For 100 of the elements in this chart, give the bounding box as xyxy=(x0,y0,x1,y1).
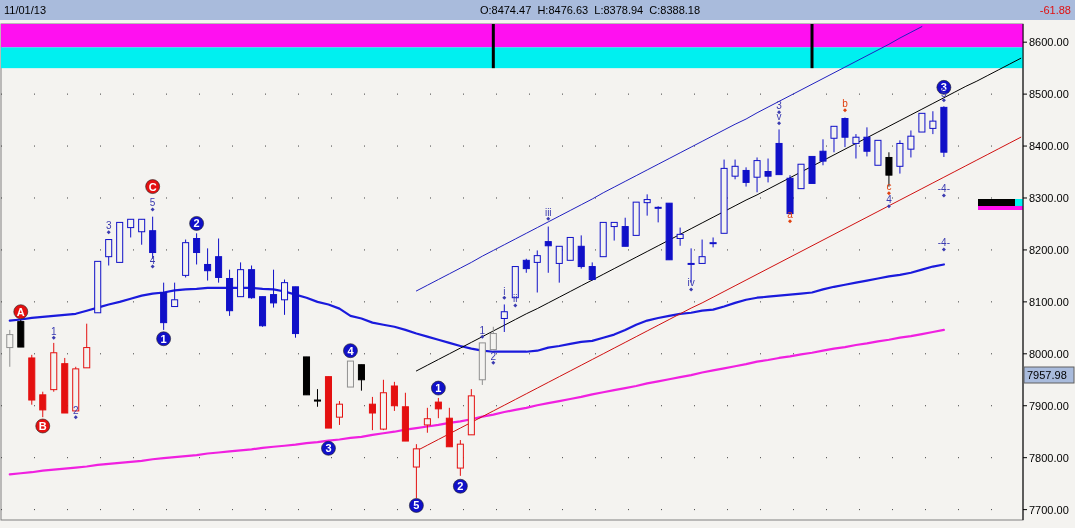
point xyxy=(150,207,155,212)
series-label: 1 xyxy=(479,324,486,336)
point xyxy=(941,193,946,198)
candlestick xyxy=(698,239,706,264)
text: 3 xyxy=(325,442,332,455)
point xyxy=(491,360,496,365)
line-series xyxy=(8,328,945,476)
candlestick xyxy=(885,151,893,188)
series-label: b xyxy=(842,98,849,110)
series-label: 4 xyxy=(149,254,156,266)
series-label: 2 xyxy=(490,350,497,362)
chart-subtitle: O:8474.47 H:8476.63 L:8378.94 C:8388.18 xyxy=(479,4,701,16)
candlestick xyxy=(270,269,278,309)
series-label: c xyxy=(886,181,892,193)
candlestick xyxy=(105,239,113,267)
series-label: 1 xyxy=(435,382,442,395)
series-label: i xyxy=(503,285,506,297)
candlestick xyxy=(929,110,937,135)
text: 7957.98 xyxy=(1027,369,1067,381)
candlestick xyxy=(819,138,827,166)
point xyxy=(51,335,56,340)
candlestick xyxy=(368,396,376,431)
series-label: iii xyxy=(544,206,552,218)
series-label: 3 xyxy=(776,100,783,112)
candlestick xyxy=(489,326,497,351)
series-label: 4 xyxy=(347,344,355,357)
point xyxy=(546,216,551,221)
line-series xyxy=(8,263,945,353)
text: -61.88 xyxy=(1039,4,1071,16)
candlestick xyxy=(610,221,618,242)
text: 5 xyxy=(149,197,156,209)
candlestick xyxy=(621,217,629,247)
series-label: A xyxy=(16,305,25,318)
point xyxy=(689,287,694,292)
y-tick-label: 8100.00 xyxy=(1029,295,1069,308)
y-tick-label: 8000.00 xyxy=(1029,347,1069,360)
y-tick-label: 8300.00 xyxy=(1029,191,1069,204)
series-label: iv xyxy=(687,277,695,289)
text: 4 xyxy=(886,194,892,206)
candlestick xyxy=(357,364,365,392)
candlestick xyxy=(896,139,904,175)
y-tick-label: 7900.00 xyxy=(1029,399,1069,412)
point xyxy=(106,230,111,235)
series-label: ii xyxy=(513,293,518,305)
candlestick xyxy=(676,227,684,247)
candlestick xyxy=(127,218,135,238)
candlestick xyxy=(566,236,574,261)
candlestick xyxy=(764,158,772,183)
candlestick xyxy=(753,156,761,193)
text: 2 xyxy=(72,405,79,417)
series-label: -4- xyxy=(937,183,950,195)
candlestick xyxy=(500,303,508,333)
text: 2 xyxy=(457,480,464,493)
y-tick-label: 8400.00 xyxy=(1029,140,1069,153)
candlestick xyxy=(193,232,201,265)
candlestick xyxy=(731,159,739,180)
y-tick-label: 7700.00 xyxy=(1029,503,1069,516)
chart-title: 11/01/13 xyxy=(4,4,47,16)
candlestick xyxy=(687,247,695,284)
candlestick xyxy=(281,279,289,316)
candlestick xyxy=(215,238,223,284)
series-label: 2 xyxy=(193,217,200,230)
candlestick xyxy=(390,381,398,412)
point xyxy=(842,108,847,113)
point xyxy=(502,295,507,300)
candlestick xyxy=(852,133,860,160)
candlestick xyxy=(742,166,750,188)
point xyxy=(73,415,78,420)
y-tick-label: 7800.00 xyxy=(1029,451,1069,464)
candlestick xyxy=(412,443,420,499)
candlestick xyxy=(138,218,146,246)
series-label: 5 xyxy=(413,499,420,512)
candlestick xyxy=(434,397,442,419)
point xyxy=(788,219,793,224)
line-series xyxy=(415,26,923,292)
point xyxy=(941,247,946,252)
series-label: C xyxy=(148,180,157,193)
candlestick xyxy=(83,323,91,369)
text: 1 xyxy=(160,332,167,345)
point xyxy=(886,204,891,209)
point xyxy=(941,98,946,103)
point xyxy=(513,303,518,308)
candlestick xyxy=(709,236,717,248)
series-label: -4- xyxy=(937,237,950,249)
text: 1 xyxy=(50,325,57,337)
y-tick-label: 8500.00 xyxy=(1029,88,1069,101)
candlestick xyxy=(544,226,552,274)
point xyxy=(150,264,155,269)
candlestick xyxy=(204,247,212,282)
candlestick xyxy=(533,249,541,294)
candlestick xyxy=(456,439,464,477)
point xyxy=(777,121,782,126)
y-tick-label: 8200.00 xyxy=(1029,243,1069,256)
series-label: B xyxy=(38,419,47,432)
candlestick xyxy=(830,125,838,153)
candlestick xyxy=(588,261,596,282)
candlestick xyxy=(555,245,563,284)
candlestick xyxy=(841,116,849,148)
candlestick xyxy=(335,400,343,426)
candlestick xyxy=(918,112,926,133)
